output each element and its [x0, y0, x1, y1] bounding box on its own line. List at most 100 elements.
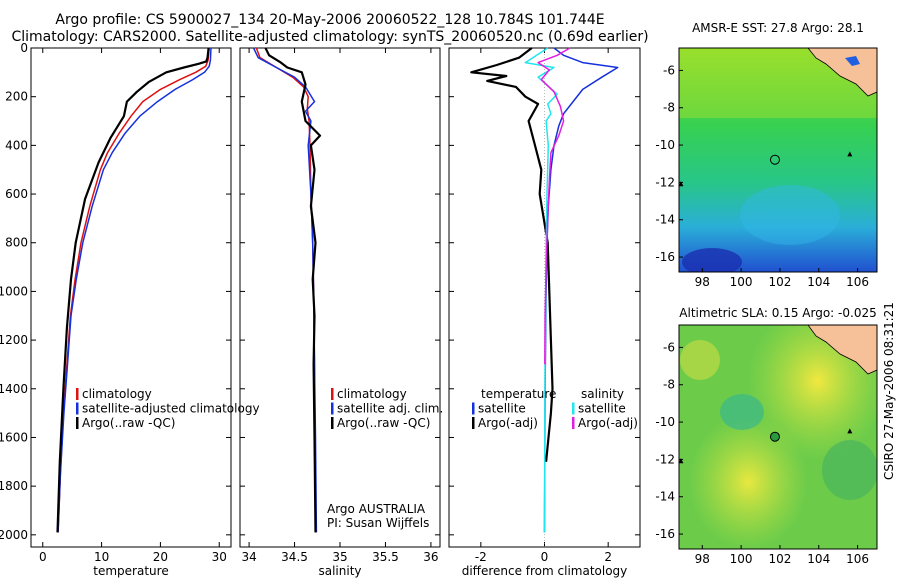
profile-location-marker: [769, 154, 780, 165]
map-y-tick-label: -16: [655, 527, 675, 541]
series-salinity-argo-adj-: [537, 47, 571, 365]
map-y-tick-label: -14: [655, 213, 675, 227]
station-marker: [678, 458, 684, 464]
header-line-2: Climatology: CARS2000. Satellite-adjuste…: [11, 29, 649, 45]
y-tick-label: 1600: [0, 430, 28, 444]
legend-swatch: [76, 402, 79, 415]
y-tick-label: 600: [5, 187, 28, 201]
map-y-tick-label: -14: [655, 490, 675, 504]
sla-map-title: Altimetric SLA: 0.15 Argo: -0.025: [679, 306, 876, 320]
map-x-tick-label: 106: [846, 275, 869, 289]
series-temperature-argo-adj-: [470, 47, 554, 462]
y-tick-label: 2000: [0, 528, 28, 542]
x-tick-label: 0: [39, 550, 47, 564]
station-marker: [847, 151, 853, 157]
map-y-tick-label: -12: [655, 175, 675, 189]
land-mass: [807, 48, 877, 97]
panel-salinity: 34 34.5 35 35.5 36 salinity climatologysatelli…: [239, 47, 443, 578]
x-axis-label: salinity: [318, 564, 361, 578]
legend-entry: satellite: [578, 402, 626, 416]
x-tick-label: 34.5: [281, 550, 308, 564]
map-y-tick-label: -6: [663, 340, 675, 354]
legend-entry: satellite: [478, 402, 526, 416]
legend-entry: climatology: [82, 387, 152, 401]
sst-map: AMSR-E SST: 27.8 Argo: 28.1 98 100 102 104 1…: [655, 21, 878, 289]
plot-frame: [30, 47, 232, 548]
legend-entry: temperature: [481, 387, 556, 401]
legend: temperaturesatelliteArgo(-adj)salinitysa…: [472, 387, 638, 430]
profile-location-marker: [769, 431, 780, 442]
map-y-tick-label: -6: [663, 63, 675, 77]
header-line-1: Argo profile: CS 5900027_134 20-May-2006…: [55, 12, 605, 28]
legend-swatch: [331, 402, 334, 415]
map-y-tick-label: -8: [663, 378, 675, 392]
x-tick-label: 35: [332, 550, 347, 564]
x-axis-label: temperature: [93, 564, 168, 578]
legend-entry: Argo(..raw -QC): [337, 416, 430, 430]
y-tick-label: 1000: [0, 284, 28, 298]
map-y-tick-label: -10: [655, 138, 675, 152]
sst-map-title: AMSR-E SST: 27.8 Argo: 28.1: [692, 21, 864, 35]
series-satellite-adjusted-climatology: [57, 47, 212, 533]
sla-map: Altimetric SLA: 0.15 Argo: -0.025 98 100 1…: [655, 306, 878, 566]
panel-temperature: 0 10 20 30 0 200 400 600 800 1000 1200 1400 1600 1800…: [0, 41, 260, 578]
station-marker: [847, 428, 853, 434]
legend-swatch: [76, 388, 79, 400]
map-y-tick-label: -10: [655, 415, 675, 429]
map-y-tick-label: -16: [655, 250, 675, 264]
legend-swatch: [331, 388, 334, 400]
map-x-tick-label: 102: [768, 552, 791, 566]
map-x-tick-label: 104: [807, 275, 830, 289]
map-y-tick-label: -8: [663, 101, 675, 115]
legend-entry: climatology: [337, 387, 407, 401]
legend-swatch: [472, 402, 475, 415]
sst-field: [679, 48, 877, 272]
x-axis-label: difference from climatology: [462, 564, 628, 578]
map-x-tick-label: 102: [768, 275, 791, 289]
legend-swatch: [472, 417, 475, 429]
x-tick-label: 0: [541, 550, 549, 564]
legend-entry: satellite-adjusted climatology: [82, 402, 260, 416]
x-tick-label: 34: [241, 550, 256, 564]
map-x-tick-label: 106: [846, 552, 869, 566]
annotation-text: PI: Susan Wijffels: [327, 516, 429, 530]
map-y-tick-label: -12: [655, 452, 675, 466]
y-tick-label: 0: [20, 41, 28, 55]
legend-entry: satellite adj. clim.: [337, 402, 443, 416]
y-tick-label: 400: [5, 138, 28, 152]
x-tick-label: 2: [604, 550, 612, 564]
x-tick-label: 10: [94, 550, 109, 564]
map-x-tick-label: 104: [807, 552, 830, 566]
x-tick-label: 36: [423, 550, 438, 564]
x-tick-label: -2: [475, 550, 487, 564]
series-temperature-satellite: [543, 47, 619, 533]
timestamp-label: CSIRO 27-May-2006 08:31:21: [882, 302, 896, 480]
y-tick-label: 800: [5, 236, 28, 250]
map-x-tick-label: 100: [730, 552, 753, 566]
plot-frame: [239, 47, 441, 548]
x-tick-label: 35.5: [372, 550, 399, 564]
legend-swatch: [572, 417, 575, 429]
annotation-text: Argo AUSTRALIA: [327, 502, 426, 516]
legend-entry: salinity: [581, 387, 624, 401]
series-argo-raw-qc-: [56, 47, 210, 533]
legend-swatch: [572, 402, 575, 415]
land-mass: [807, 325, 877, 375]
legend-entry: Argo(-adj): [478, 416, 538, 430]
legend-swatch: [76, 417, 79, 429]
y-tick-label: 200: [5, 90, 28, 104]
y-tick-label: 1200: [0, 333, 28, 347]
series-climatology: [57, 47, 210, 533]
y-tick-label: 1400: [0, 382, 28, 396]
legend-entry: Argo(-adj): [578, 416, 638, 430]
map-x-tick-label: 100: [730, 275, 753, 289]
series-satellite-adj-clim-: [252, 47, 318, 533]
station-marker: [678, 181, 684, 187]
legend-entry: Argo(..raw -QC): [82, 416, 175, 430]
series-argo-raw-qc-: [264, 47, 322, 533]
x-tick-label: 20: [153, 550, 168, 564]
